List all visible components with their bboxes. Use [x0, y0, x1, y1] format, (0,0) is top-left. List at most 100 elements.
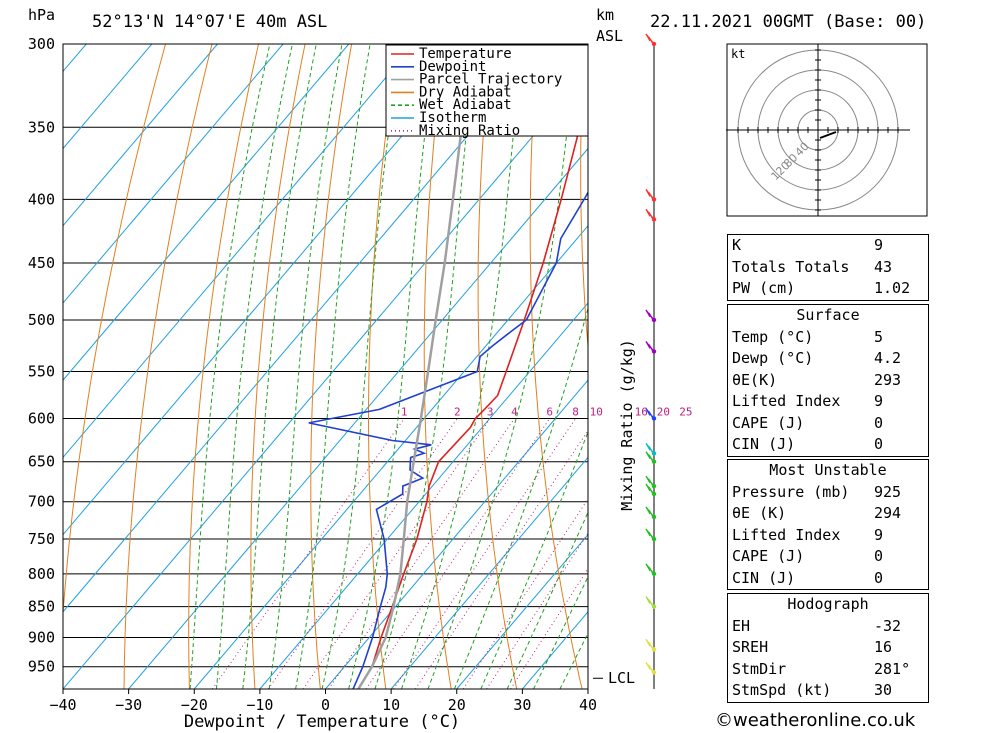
- index-row: Totals Totals 43: [728, 257, 928, 279]
- x-tick-label: 10: [382, 696, 400, 714]
- mixing-ratio-line: [414, 429, 588, 689]
- mixing-ratio-tick-label: 16: [635, 405, 648, 418]
- most-unstable-label: Lifted Index: [732, 525, 841, 544]
- y-tick-label: 750: [28, 530, 55, 548]
- mixing-ratio-line: [211, 418, 405, 689]
- wind-barb: [645, 528, 657, 542]
- y-tick-label: 950: [28, 658, 55, 676]
- most-unstable-label: CIN (J): [732, 568, 796, 587]
- x-tick-label: −20: [181, 696, 208, 714]
- isotherm-line: [63, 44, 350, 381]
- x-tick-label: 0: [321, 696, 330, 714]
- wind-barbs: [645, 33, 657, 689]
- wind-barb: [645, 408, 657, 421]
- most-unstable-label: Pressure (mb): [732, 482, 850, 501]
- index-label: PW (cm): [732, 279, 796, 297]
- index-row: PW (cm) 1.02: [728, 278, 928, 300]
- mixing-ratio-line: [486, 532, 588, 689]
- surface-row: Dewp (°C) 4.2: [728, 348, 928, 370]
- wet-adiabat: [242, 44, 317, 689]
- index-label: Totals Totals: [732, 257, 850, 276]
- y-tick-label: 850: [28, 598, 55, 616]
- wind-barb: [645, 596, 657, 609]
- y-tick-label: 800: [28, 565, 55, 583]
- y-tick-label: 700: [28, 493, 55, 511]
- dry-adiabat: [423, 44, 452, 689]
- mixing-ratio-line: [365, 418, 551, 689]
- dry-adiabat: [630, 44, 713, 689]
- hodograph-label: StmSpd (kt): [732, 681, 832, 699]
- x-tick-label: −40: [49, 696, 76, 714]
- isotherm-line: [63, 44, 481, 536]
- y-tick-label: 500: [28, 311, 55, 329]
- wind-barb: [645, 483, 657, 497]
- y-tick-label: 400: [28, 190, 55, 208]
- x-tick-label: 30: [513, 696, 531, 714]
- wind-barb: [645, 208, 657, 222]
- mixing-ratio-tick-label: 10: [590, 405, 603, 418]
- datetime-title: 22.11.2021 00GMT (Base: 00): [650, 12, 926, 32]
- index-label: K: [732, 236, 742, 254]
- dry-adiabat: [310, 44, 353, 689]
- most-unstable-label: CAPE (J): [732, 547, 805, 565]
- hodograph-value: 30: [874, 681, 893, 699]
- mixing-ratio-axis-label: Mixing Ratio (g/kg): [618, 339, 636, 511]
- surface-value: 0: [874, 435, 884, 453]
- mixing-ratio-tick-label: 2: [454, 405, 461, 418]
- mixing-ratio-tick-label: 6: [546, 405, 553, 418]
- wind-barb: [645, 506, 657, 520]
- most-unstable-row: CIN (J) 0: [728, 568, 928, 590]
- temperature-line: [357, 77, 588, 689]
- mixing-ratio-line: [267, 418, 458, 689]
- surface-row: CIN (J) 0: [728, 434, 928, 456]
- pressure-unit-label: hPa: [28, 6, 55, 24]
- most-unstable-label: θE (K): [732, 504, 787, 522]
- hodograph-value: -32: [874, 616, 902, 635]
- most-unstable-title: Most Unstable: [769, 461, 887, 479]
- wet-adiabat: [506, 511, 588, 689]
- dewpoint-line: [308, 190, 588, 689]
- most-unstable-row: CAPE (J) 0: [728, 546, 928, 568]
- wind-barb: [645, 341, 657, 354]
- legend-entry-label: Dewpoint: [419, 59, 486, 75]
- most-unstable-row: Lifted Index 9: [728, 525, 928, 547]
- plot-frame: [62, 43, 589, 690]
- y-tick-label: 300: [28, 35, 55, 53]
- most-unstable-value: 9: [874, 525, 884, 544]
- surface-label: Lifted Index: [732, 392, 841, 410]
- isotherm-line: [325, 379, 588, 689]
- mixing-ratio-tick-label: 1: [401, 405, 408, 418]
- surface-value: 293: [874, 370, 902, 389]
- wind-barb: [645, 662, 657, 675]
- hodograph-label: EH: [732, 616, 751, 635]
- y-tick-label: 350: [28, 118, 55, 136]
- wet-adiabat: [401, 44, 523, 689]
- hodograph-row: EH -32: [728, 616, 928, 638]
- isotherm-line: [456, 533, 588, 689]
- x-tick-label: 20: [448, 696, 466, 714]
- isotherm-line: [128, 147, 588, 689]
- wet-adiabat: [295, 44, 371, 689]
- parcel-trajectory-line: [357, 44, 475, 689]
- surface-row: θE(K) 293: [728, 370, 928, 392]
- y-tick-label: 450: [28, 254, 55, 272]
- wind-barb: [645, 189, 657, 202]
- most-unstable-table: Most Unstable Pressure (mb) 925 θE (K) 294 L…: [727, 459, 929, 590]
- location-title: 52°13'N 14°07'E 40m ASL: [92, 12, 327, 32]
- surface-row: Lifted Index 9: [728, 391, 928, 413]
- index-value: 1.02: [874, 279, 911, 297]
- hodograph-row: StmSpd (kt) 30: [728, 680, 928, 702]
- wet-adiabat: [321, 44, 402, 689]
- mixing-ratio-line: [393, 418, 577, 689]
- wind-barb: [645, 639, 657, 652]
- mixing-ratio-line: [328, 418, 515, 689]
- wet-adiabat: [480, 430, 588, 689]
- wet-adiabat: [427, 44, 577, 689]
- sounding-curves: [63, 44, 713, 689]
- y-tick-label: 900: [28, 629, 55, 647]
- most-unstable-value: 294: [874, 504, 902, 522]
- mixing-ratio-tick-label: 8: [572, 405, 579, 418]
- wind-barb: [645, 451, 657, 464]
